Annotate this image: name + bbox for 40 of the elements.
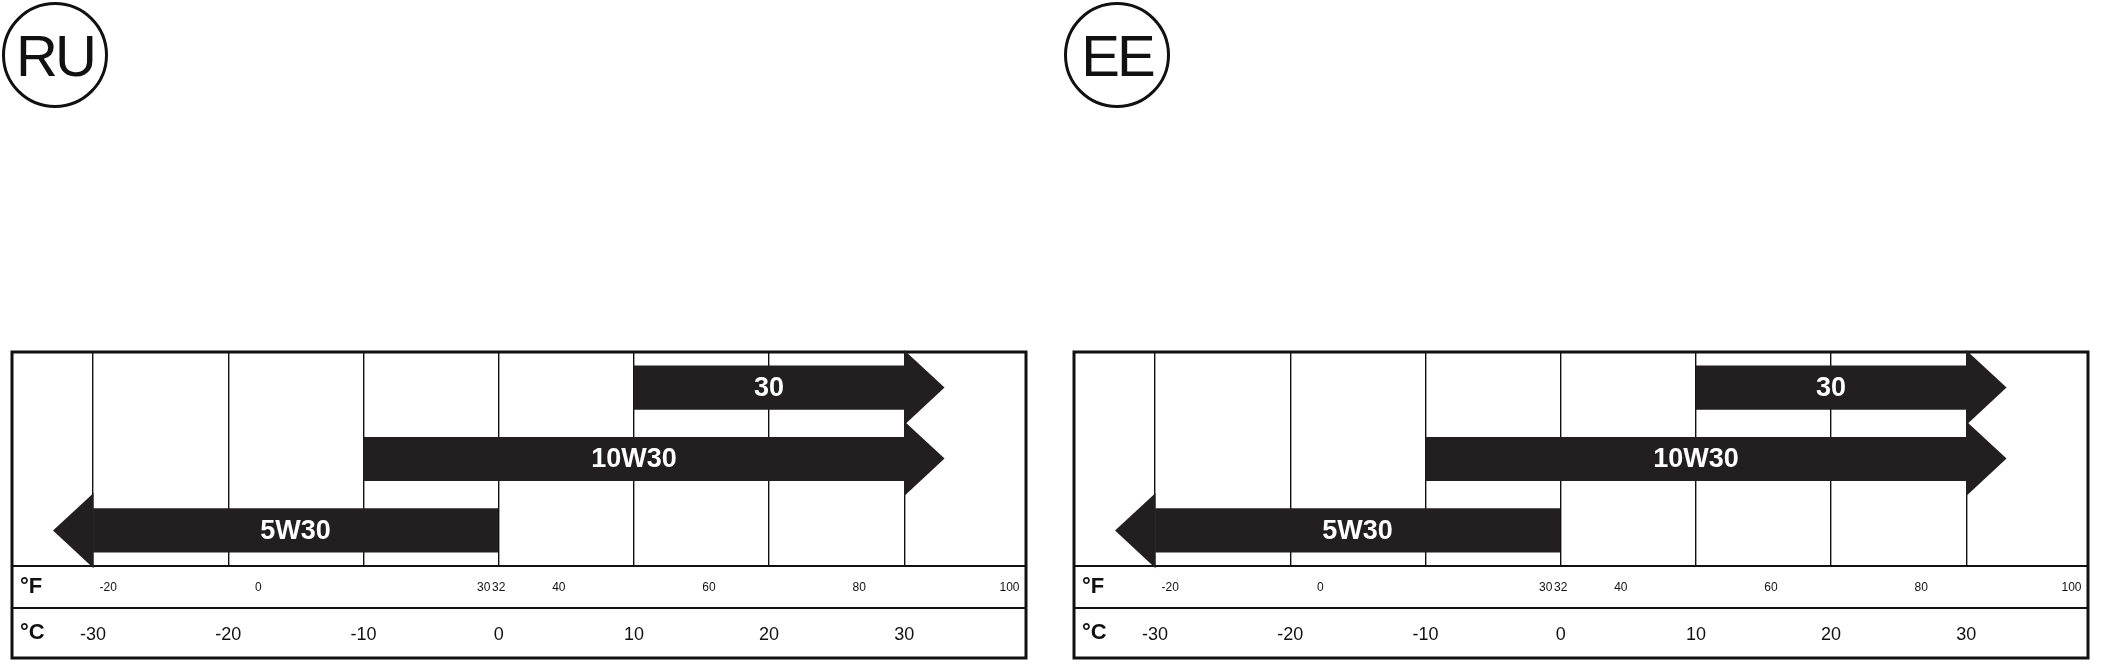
y-tick-label: 10W30	[1653, 443, 1739, 474]
x2-tick-label: 80	[852, 579, 867, 594]
x2-tick-label: 30	[477, 579, 491, 594]
chart-title: EE	[1064, 2, 1170, 108]
x2-tick-label: 0	[1317, 579, 1325, 594]
x2-tick-label: -20	[1161, 579, 1180, 594]
x-tick-label: 10	[1685, 623, 1706, 644]
x2-tick-label: 60	[1764, 579, 1779, 594]
x2-tick-label: 100	[2061, 579, 2082, 594]
x2-tick-label: 60	[702, 579, 717, 594]
x2-tick-label: 0	[255, 579, 263, 594]
x-tick-label: 20	[1821, 623, 1842, 644]
x-tick-label: 30	[1956, 623, 1977, 644]
x-tick-label: 0	[493, 623, 504, 644]
x-tick-label: 10	[623, 623, 644, 644]
x-tick-label: 20	[759, 623, 780, 644]
x-tick-label: -20	[1277, 623, 1304, 644]
x-tick-label: 0	[1555, 623, 1566, 644]
x-tick-label: -20	[215, 623, 242, 644]
x2-tick-label: 32	[492, 579, 506, 594]
x2-tick-label: 32	[1554, 579, 1568, 594]
x2-axis-title: °F	[20, 573, 43, 599]
chart-title: RU	[2, 2, 108, 108]
x-axis-title: °C	[1082, 619, 1107, 645]
x-tick-label: -30	[80, 623, 107, 644]
x-tick-label: 30	[894, 623, 915, 644]
x2-tick-label: 80	[1914, 579, 1929, 594]
x-tick-label: -10	[350, 623, 377, 644]
x-tick-label: -10	[1412, 623, 1439, 644]
x2-tick-label: -20	[99, 579, 118, 594]
y-tick-label: 5W30	[260, 514, 331, 545]
y-tick-label: 5W30	[1322, 514, 1393, 545]
x2-tick-label: 30	[1539, 579, 1553, 594]
x2-tick-label: 40	[552, 579, 566, 594]
x-tick-label: -30	[1142, 623, 1169, 644]
x2-tick-label: 40	[1614, 579, 1628, 594]
x-axis-title: °C	[20, 619, 45, 645]
y-tick-label: 10W30	[591, 443, 677, 474]
x2-tick-label: 100	[999, 579, 1020, 594]
x2-axis-title: °F	[1082, 573, 1105, 599]
